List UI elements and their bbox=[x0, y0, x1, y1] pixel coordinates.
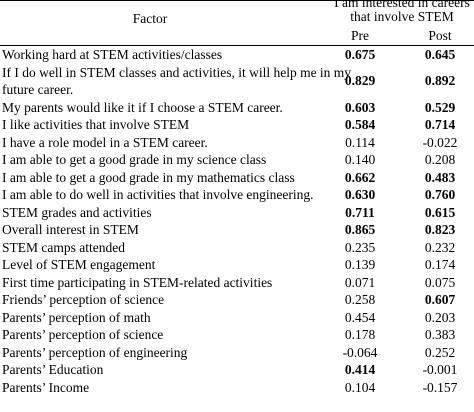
pre-value: 0.414 bbox=[344, 362, 376, 377]
post-value: 0.232 bbox=[424, 239, 456, 255]
factor-label: I am able to get a good grade in my math… bbox=[2, 169, 295, 185]
factor-label: Level of STEM engagement bbox=[2, 257, 156, 272]
factor-label: STEM camps attended bbox=[2, 239, 125, 255]
post-value: 0.714 bbox=[424, 117, 456, 132]
pre-value: -0.064 bbox=[342, 344, 378, 360]
factor-label: Overall interest in STEM bbox=[2, 222, 139, 237]
pre-value: 0.454 bbox=[344, 309, 376, 325]
pre-value: 0.603 bbox=[344, 99, 376, 115]
post-value: 0.075 bbox=[424, 274, 456, 290]
post-value: 0.203 bbox=[424, 309, 456, 325]
factor-header: Factor bbox=[132, 11, 168, 26]
pre-value: 0.104 bbox=[344, 379, 376, 395]
factor-label: Parents’ Education bbox=[2, 362, 104, 377]
pre-value: 0.140 bbox=[344, 152, 376, 167]
post-value: 0.607 bbox=[424, 292, 456, 307]
post-value: 0.208 bbox=[424, 152, 456, 167]
pre-value: 0.178 bbox=[344, 327, 376, 342]
post-value: 0.823 bbox=[424, 222, 456, 237]
pre-value: 0.630 bbox=[344, 187, 376, 202]
post-value: 0.483 bbox=[424, 169, 456, 185]
post-value: 0.892 bbox=[424, 73, 456, 89]
post-value: 0.615 bbox=[424, 204, 456, 220]
factor-label: Parents’ perception of math bbox=[2, 309, 151, 325]
factor-label: STEM grades and activities bbox=[2, 204, 152, 220]
post-value: 0.760 bbox=[424, 187, 456, 202]
pre-value: 0.584 bbox=[344, 117, 376, 132]
pre-value: 0.675 bbox=[344, 47, 376, 62]
factor-label: First time participating in STEM-related… bbox=[2, 274, 273, 290]
factor-label: Parents’ perception of science bbox=[2, 327, 164, 342]
post-value: -0.022 bbox=[422, 134, 458, 150]
factor-label: I am able to do well in activities that … bbox=[2, 187, 314, 202]
pre-value: 0.258 bbox=[344, 292, 376, 307]
factor-label: Parents’ Income bbox=[2, 379, 90, 395]
post-value: 0.529 bbox=[424, 99, 456, 115]
factor-label: Parents’ perception of engineering bbox=[2, 344, 188, 360]
pre-value: 0.235 bbox=[344, 239, 376, 255]
pre-value: 0.662 bbox=[344, 169, 376, 185]
post-value: 0.252 bbox=[424, 344, 456, 360]
factor-label: Friends’ perception of science bbox=[2, 292, 165, 307]
pre-value: 0.071 bbox=[344, 274, 376, 290]
top-rule bbox=[0, 0, 474, 1]
pre-value: 0.139 bbox=[344, 257, 376, 272]
post-value: 0.383 bbox=[424, 327, 456, 342]
post-value: 0.174 bbox=[424, 257, 456, 272]
group-header-line: that involve STEM bbox=[350, 9, 454, 24]
post-value: -0.001 bbox=[422, 362, 458, 377]
post-header: Post bbox=[428, 28, 452, 43]
factor-label: I am able to get a good grade in my scie… bbox=[2, 152, 267, 167]
factor-label: If I do well in STEM classes and activit… bbox=[2, 64, 352, 80]
pre-value: 0.114 bbox=[345, 134, 375, 150]
pre-value: 0.829 bbox=[344, 73, 376, 89]
header-rule bbox=[0, 45, 474, 46]
pre-value: 0.711 bbox=[345, 204, 375, 220]
factor-label: My parents would like it if I choose a S… bbox=[2, 99, 283, 115]
post-value: -0.157 bbox=[422, 379, 458, 395]
factor-label: Working hard at STEM activities/classes bbox=[2, 47, 223, 62]
factor-label: I have a role model in a STEM career. bbox=[2, 134, 208, 150]
post-value: 0.645 bbox=[424, 47, 456, 62]
factor-label: I like activities that involve STEM bbox=[2, 117, 190, 132]
group-header-line: I am interested in careers bbox=[334, 0, 470, 10]
factor-label: future career. bbox=[2, 82, 74, 97]
pre-value: 0.865 bbox=[344, 222, 376, 237]
pre-header: Pre bbox=[351, 28, 369, 43]
